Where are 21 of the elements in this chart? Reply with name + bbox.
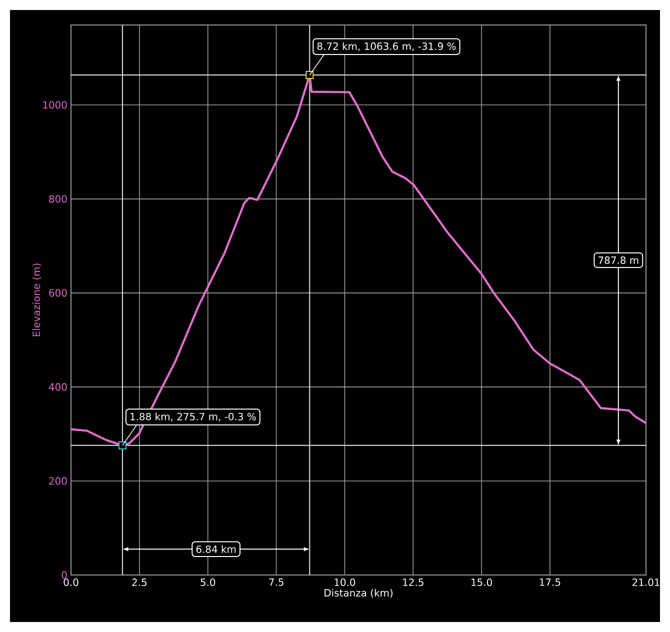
- y-tick-label: 600: [49, 289, 67, 297]
- x-tick-label: 7.5: [269, 578, 284, 586]
- x-tick-label: 12.5: [403, 578, 424, 586]
- x-tick-label: 0.0: [64, 578, 78, 586]
- y-axis-title: Elevazione (m): [32, 264, 42, 336]
- y-tick-label: 200: [49, 477, 67, 485]
- y-tick-label: 0: [62, 571, 67, 579]
- x-tick-label: 21.01: [632, 578, 660, 586]
- y-tick-label: 800: [49, 195, 67, 203]
- annotation: 6.84 km: [196, 545, 236, 553]
- y-tick-label: 1000: [43, 101, 67, 109]
- x-tick-label: 15.0: [472, 578, 492, 586]
- x-axis-title: Distanza (km): [324, 588, 392, 598]
- annotation: 8.72 km, 1063.6 m, -31.9 %: [317, 42, 456, 51]
- annotation: 787.8 m: [598, 256, 638, 264]
- x-tick-label: 17.5: [540, 578, 560, 586]
- x-tick-label: 5.0: [200, 578, 216, 586]
- x-tick-label: 10.0: [334, 578, 356, 586]
- annotation: 1.88 km, 275.7 m, -0.3 %: [130, 412, 256, 422]
- y-tick-label: 400: [48, 383, 67, 391]
- x-tick-label: 2.5: [132, 578, 146, 586]
